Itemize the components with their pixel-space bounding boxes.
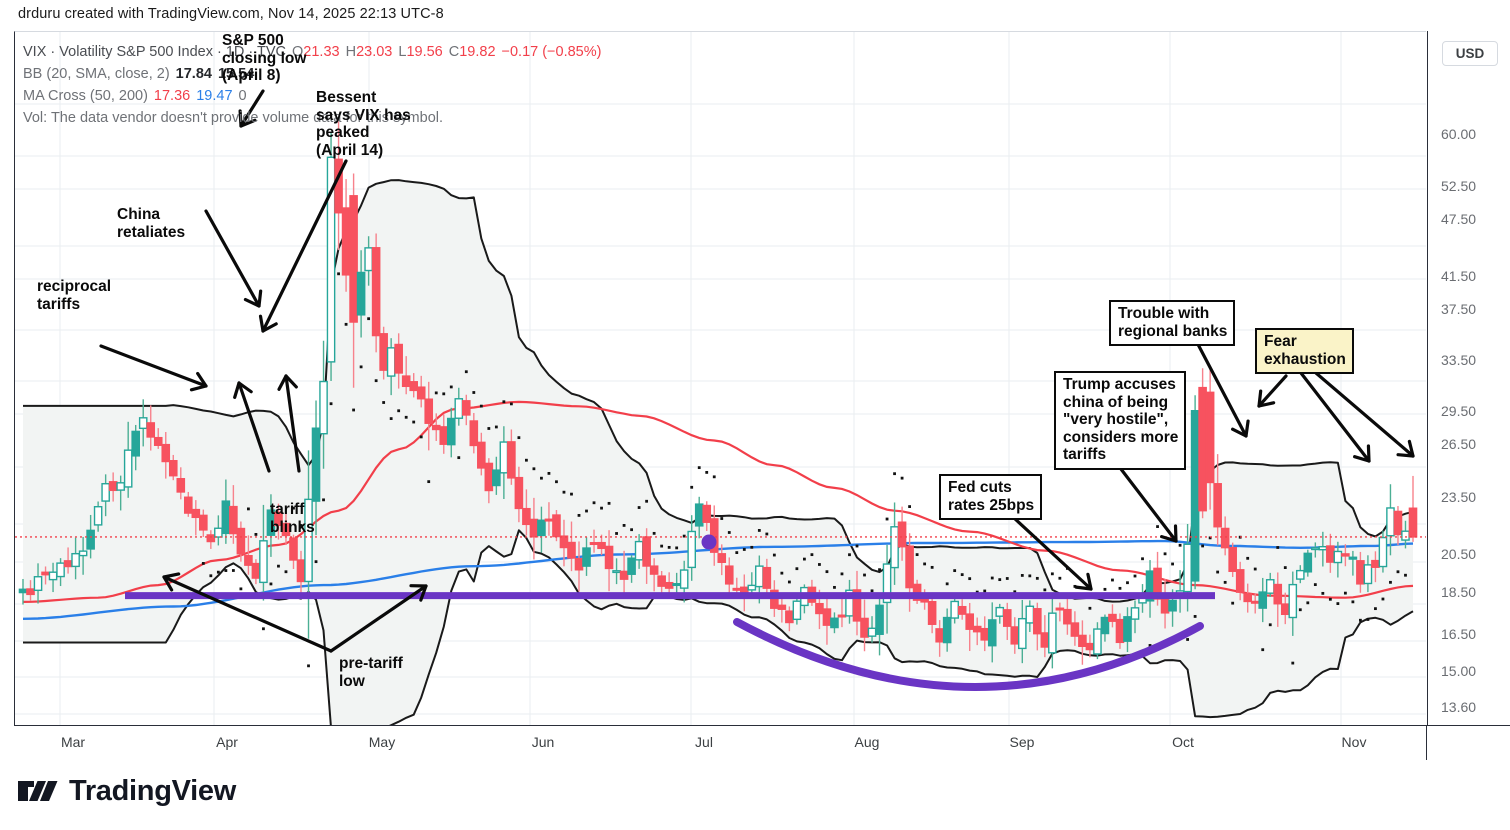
time-tick: Aug [854,734,880,750]
price-tick: 16.50 [1441,626,1477,642]
time-tick: May [368,734,396,750]
tradingview-wordmark: TradingView [69,775,236,807]
chart-canvas [15,32,1426,725]
rounding-bottom-arc [733,618,1204,691]
time-tick: Sep [1009,734,1035,750]
currency-badge[interactable]: USD [1442,41,1498,66]
axis-end-divider [1426,726,1427,760]
time-tick: Jun [531,734,555,750]
price-tick: 60.00 [1441,126,1477,142]
bollinger-upper-line [23,179,1414,603]
price-tick: 13.60 [1441,699,1477,715]
tradingview-logo-icon [18,780,58,801]
time-tick: Apr [216,734,238,750]
time-tick: Mar [60,734,86,750]
price-tick: 20.50 [1441,546,1477,562]
price-tick: 29.50 [1441,403,1477,419]
price-axis[interactable]: USD 60.00 52.50 47.50 41.50 37.50 33.50 29.50 2… [1427,31,1510,752]
bollinger-lower-line [23,529,1414,725]
price-tick: 18.50 [1441,584,1477,600]
price-tick: 41.50 [1441,268,1477,284]
time-tick: Oct [1172,734,1194,750]
footer-branding: TradingView [18,775,236,808]
price-tick: 23.50 [1441,489,1477,505]
chart-plot-area[interactable]: VIX · Volatility S&P 500 Index · 1D · TV… [14,31,1426,725]
price-tick: 52.50 [1441,178,1477,194]
ma-cross-marker[interactable] [701,534,717,550]
bollinger-band-fill [23,180,1413,725]
price-tick: 37.50 [1441,301,1477,317]
parabolic-sar-dots [201,272,1407,668]
attribution-text: drduru created with TradingView.com, Nov… [18,6,444,22]
price-tick: 26.50 [1441,436,1477,452]
annotation-arrows [99,89,1415,653]
price-tick: 47.50 [1441,211,1477,227]
time-axis[interactable]: Mar Apr May Jun Jul Aug Sep Oct Nov [14,725,1510,760]
price-tick: 15.00 [1441,663,1477,679]
time-tick: Jul [695,734,713,750]
candlestick-series[interactable] [18,121,1418,669]
time-tick: Nov [1341,734,1367,750]
ma50-line [22,400,1414,603]
price-tick: 33.50 [1441,352,1477,368]
